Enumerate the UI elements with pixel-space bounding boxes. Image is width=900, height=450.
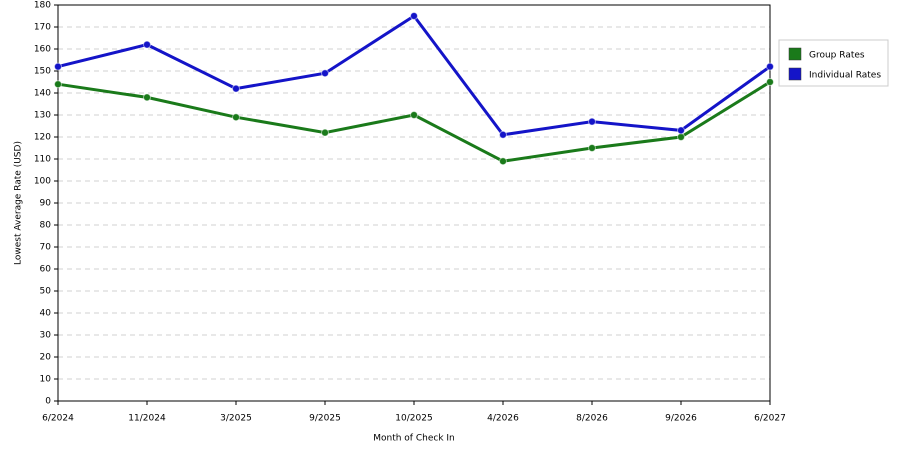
point <box>410 12 418 20</box>
point <box>54 80 62 89</box>
y-tick-label: 180 <box>34 1 51 11</box>
point <box>588 144 596 152</box>
y-tick-label: 140 <box>34 89 51 99</box>
y-tick-label: 30 <box>40 331 52 341</box>
point <box>677 133 685 141</box>
point <box>321 128 329 137</box>
y-tick-label: 160 <box>34 45 51 55</box>
point <box>499 157 507 166</box>
y-tick-label: 100 <box>34 177 51 187</box>
point <box>410 111 418 119</box>
y-tick-label: 80 <box>40 221 52 231</box>
legend-label: Group Rates <box>809 51 865 61</box>
y-tick-label: 10 <box>40 375 52 385</box>
x-axis-title: Month of Check In <box>373 434 455 444</box>
point <box>143 40 151 49</box>
point <box>232 84 240 93</box>
legend-swatch <box>788 47 802 61</box>
point <box>588 117 596 126</box>
x-tick-label: 11/2024 <box>128 414 166 424</box>
y-tick-label: 0 <box>45 397 51 407</box>
legend-label: Individual Rates <box>809 71 881 81</box>
y-tick-label: 40 <box>40 309 52 319</box>
legend-swatch <box>788 67 802 81</box>
y-tick-label: 120 <box>34 133 51 143</box>
y-tick-label: 130 <box>34 111 51 121</box>
plot-frame <box>57 4 771 402</box>
point <box>499 130 507 139</box>
x-tick-label: 9/2025 <box>309 414 341 424</box>
x-tick-label: 6/2027 <box>754 414 786 424</box>
y-tick-label: 110 <box>34 155 51 165</box>
y-tick-label: 60 <box>40 265 52 275</box>
y-tick-label: 170 <box>34 23 51 33</box>
y-tick-label: 150 <box>34 67 51 77</box>
x-tick-label: 8/2026 <box>576 414 608 424</box>
x-tick-label: 9/2026 <box>665 414 697 424</box>
point <box>766 78 774 86</box>
x-tick-label: 10/2025 <box>395 414 432 424</box>
point <box>143 93 151 102</box>
y-tick-label: 20 <box>40 353 52 363</box>
point <box>321 69 329 78</box>
point <box>766 62 774 71</box>
y-axis-title: Lowest Average Rate (USD) <box>14 141 24 265</box>
x-tick-label: 4/2026 <box>487 414 519 424</box>
y-tick-label: 70 <box>40 243 52 253</box>
point <box>232 113 240 122</box>
y-tick-label: 50 <box>40 287 52 297</box>
y-tick-label: 90 <box>40 199 52 209</box>
point <box>677 126 685 135</box>
point <box>54 62 62 71</box>
x-tick-label: 3/2025 <box>220 414 252 424</box>
x-tick-label: 6/2024 <box>42 414 74 424</box>
